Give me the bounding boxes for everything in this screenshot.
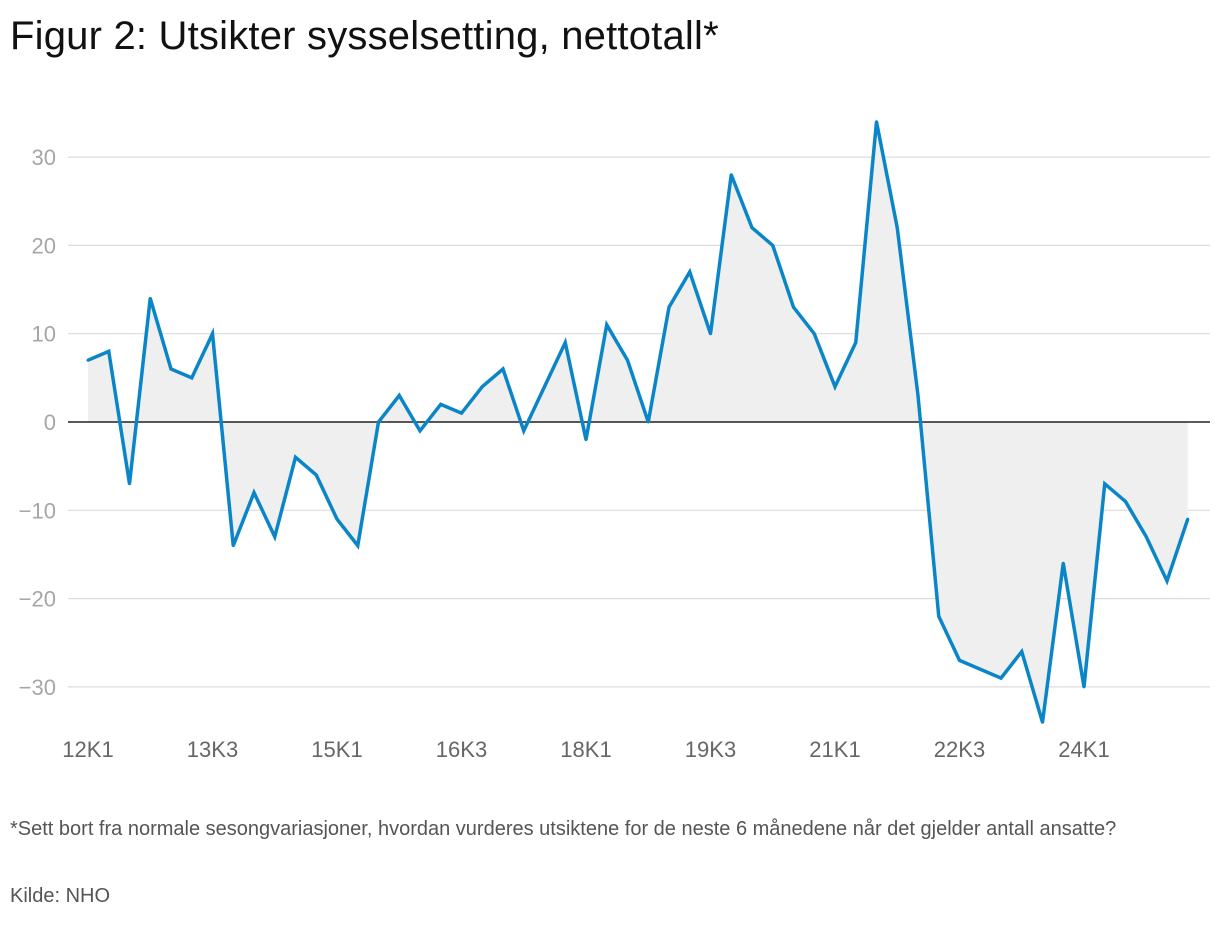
data-point	[916, 394, 920, 398]
data-point	[584, 438, 588, 442]
grid-lines	[68, 156, 1210, 688]
data-point	[812, 332, 816, 336]
data-point	[750, 226, 754, 230]
data-point	[1165, 579, 1169, 583]
chart-title: Figur 2: Utsikter sysselsetting, nettota…	[10, 14, 719, 58]
data-point	[501, 367, 505, 371]
data-point	[252, 491, 256, 495]
data-point	[688, 270, 692, 274]
data-point	[1124, 499, 1127, 503]
data-point	[190, 376, 194, 380]
y-tick-label: 30	[32, 145, 56, 170]
x-tick-label: 22K3	[934, 737, 985, 762]
y-tick-label: 10	[32, 322, 56, 347]
x-tick-label: 18K1	[560, 737, 611, 762]
y-tick-label: 20	[32, 233, 56, 258]
data-point	[543, 385, 546, 389]
data-point	[854, 341, 858, 345]
data-point	[875, 120, 878, 124]
data-point	[895, 226, 899, 230]
data-point	[626, 358, 629, 362]
data-point	[1144, 535, 1148, 539]
data-point	[709, 332, 712, 336]
data-point	[128, 482, 131, 486]
data-point	[439, 402, 443, 406]
x-axis: 12K1 13K3 15K1 16K3 18K1 19K3 21K1 22K3 24K1	[62, 737, 1109, 762]
data-point	[667, 305, 671, 309]
data-point	[833, 385, 837, 389]
data-point	[148, 296, 152, 300]
data-point	[294, 455, 297, 459]
source-note: Kilde: NHO	[10, 885, 111, 907]
data-point	[771, 243, 775, 247]
data-point	[1103, 482, 1107, 486]
data-point	[460, 411, 463, 415]
x-tick-label: 13K3	[187, 737, 238, 762]
data-point	[377, 420, 380, 424]
data-point	[1020, 650, 1024, 654]
data-point	[86, 358, 90, 362]
y-tick-label: 0	[44, 410, 56, 435]
data-point	[563, 341, 567, 345]
data-points	[86, 120, 1190, 724]
y-tick-label: −10	[19, 498, 56, 523]
data-point	[958, 658, 961, 662]
data-point	[605, 323, 609, 327]
series-line	[87, 121, 1190, 723]
data-point	[646, 420, 650, 424]
data-point	[978, 667, 982, 671]
x-tick-label: 19K3	[685, 737, 736, 762]
data-point	[480, 385, 484, 389]
data-point	[397, 394, 401, 398]
data-point	[273, 535, 277, 539]
data-point	[314, 473, 318, 477]
data-point	[335, 517, 339, 521]
data-point	[937, 614, 941, 618]
data-point	[792, 305, 795, 309]
x-tick-label: 16K3	[436, 737, 487, 762]
data-point	[1082, 685, 1086, 689]
y-axis: 30 20 10 0 −10 −20 −30	[19, 145, 56, 700]
data-point	[522, 429, 526, 433]
data-point	[231, 544, 235, 548]
y-tick-label: −30	[19, 675, 56, 700]
data-point	[169, 367, 173, 371]
x-tick-label: 21K1	[809, 737, 860, 762]
data-point	[211, 332, 214, 336]
data-point	[999, 676, 1003, 680]
y-tick-label: −20	[19, 587, 56, 612]
x-tick-label: 12K1	[62, 737, 113, 762]
x-tick-label: 15K1	[311, 737, 362, 762]
data-point	[729, 173, 733, 177]
x-tick-label: 24K1	[1058, 737, 1109, 762]
data-point	[1186, 517, 1190, 521]
footnote: *Sett bort fra normale sesongvariasjoner…	[10, 818, 1117, 840]
data-point	[107, 349, 111, 353]
data-point	[356, 544, 360, 548]
data-point	[1041, 720, 1044, 724]
data-point	[418, 429, 422, 433]
data-point	[1061, 561, 1065, 565]
